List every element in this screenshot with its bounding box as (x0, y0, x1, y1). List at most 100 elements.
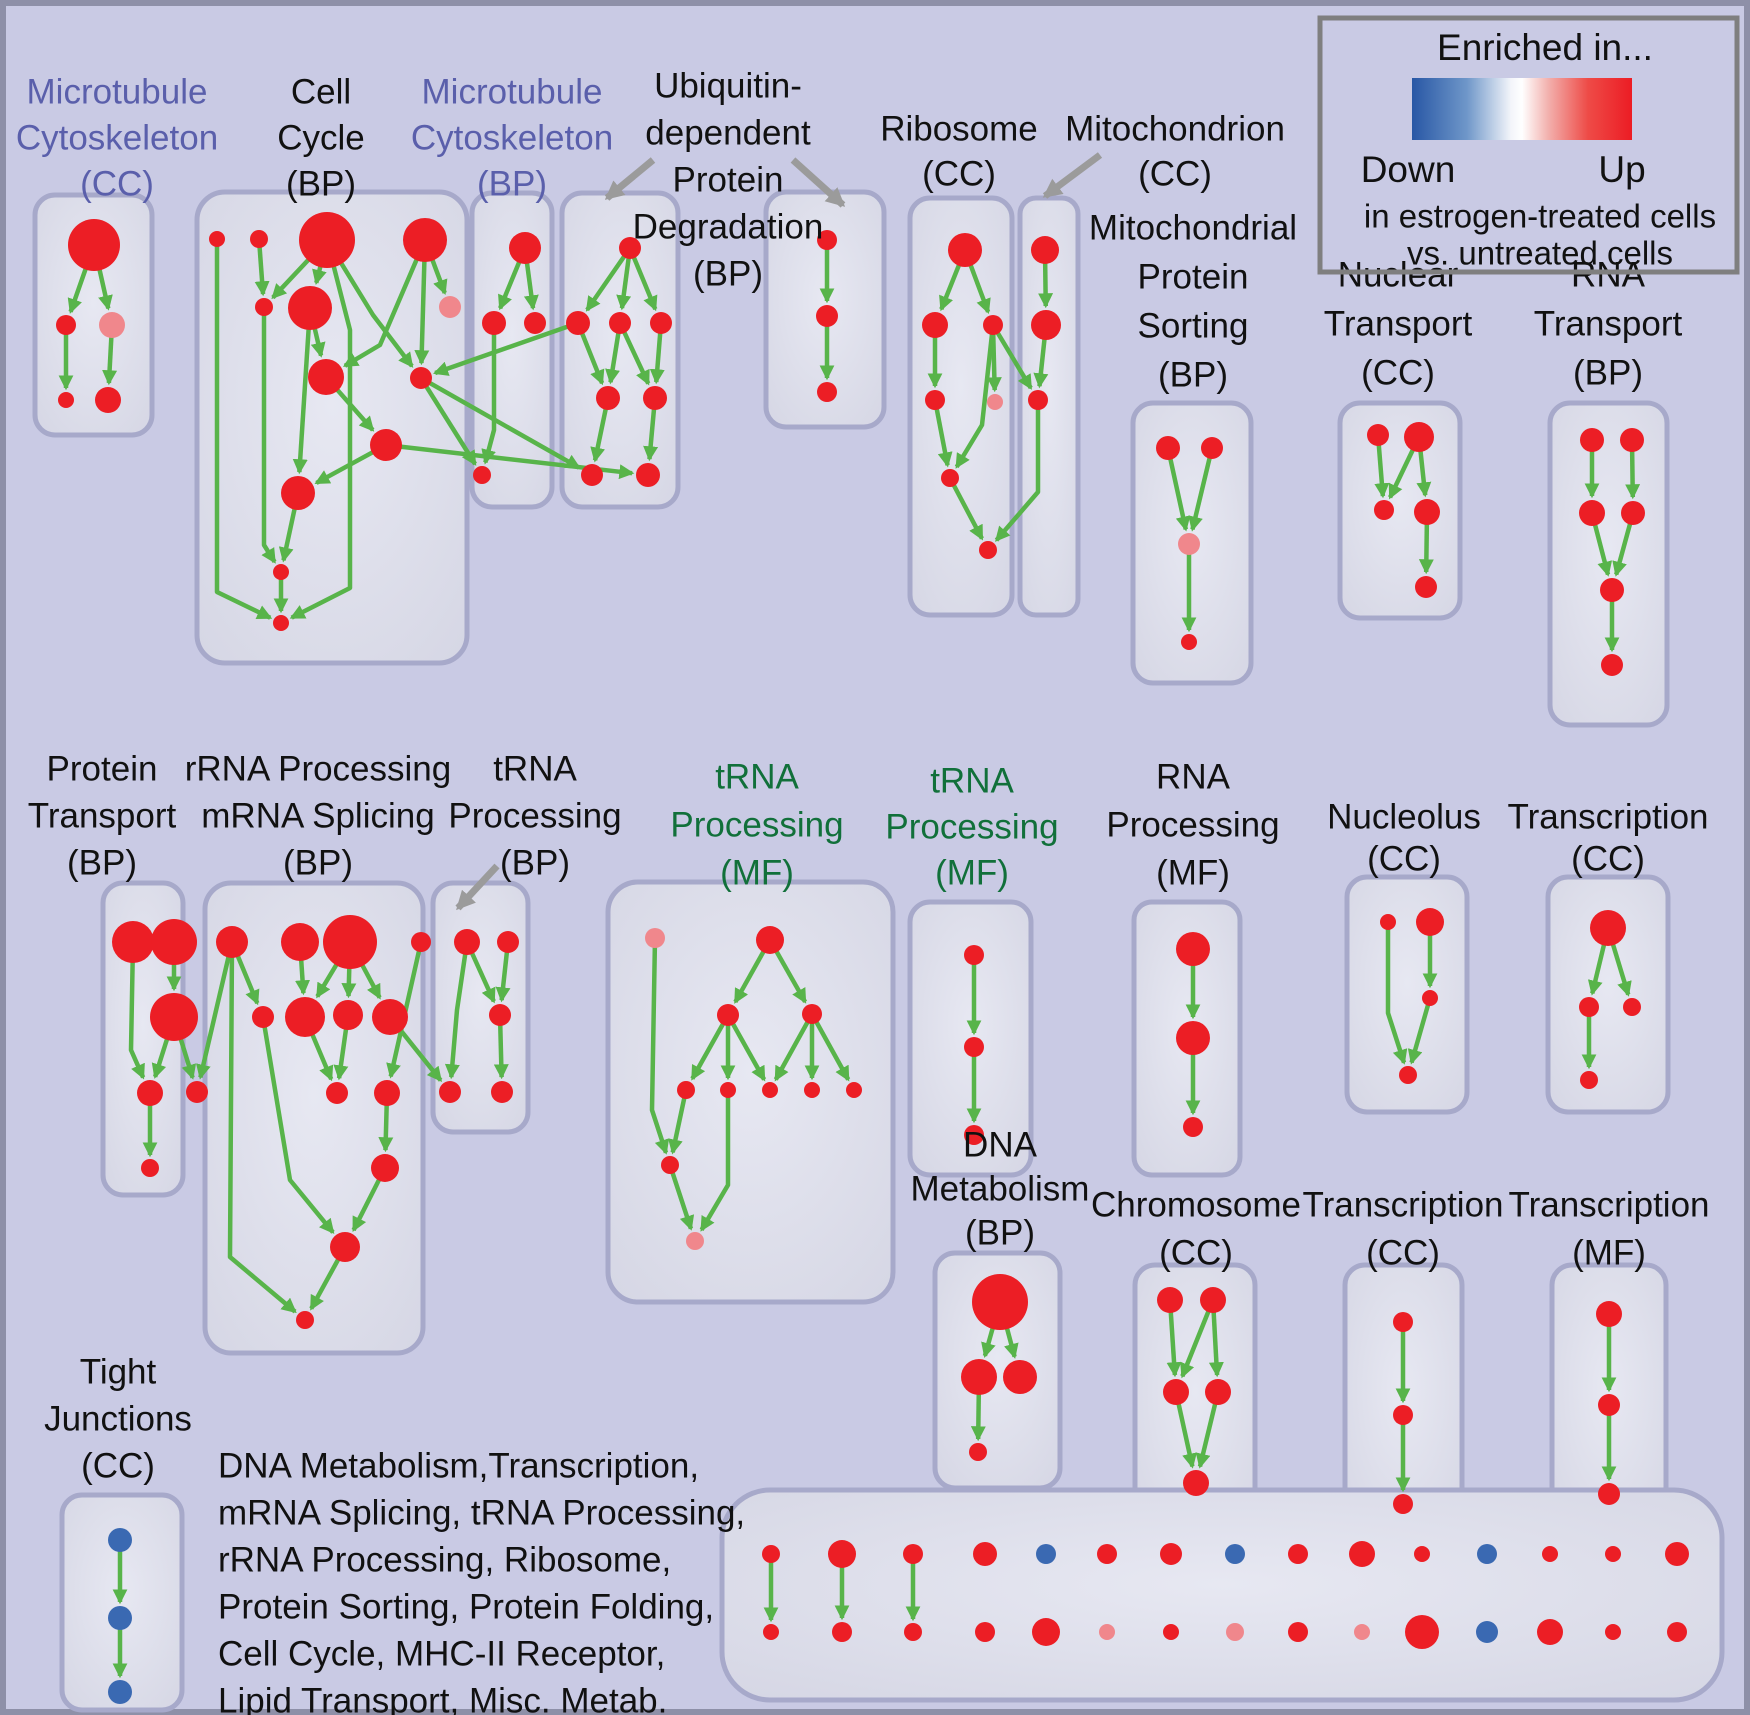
go-term-node-u7 (636, 463, 660, 487)
go-term-node-rt3 (323, 915, 377, 969)
cluster-box-misc-strip (719, 1487, 1725, 1703)
go-term-node-pt3 (150, 993, 198, 1041)
go-term-node-cc9 (370, 429, 402, 461)
go-term-node-q5 (1415, 576, 1437, 598)
edge-g3-g8 (810, 1012, 851, 1082)
go-term-node-rm3 (333, 1000, 363, 1030)
go-term-node-sb13 (1537, 1619, 1563, 1645)
go-term-node-sb12 (1476, 1621, 1498, 1643)
go-term-node-sb5 (1032, 1618, 1060, 1646)
go-term-node-rt4 (411, 932, 431, 952)
go-term-node-z3 (1598, 1483, 1620, 1505)
go-term-node-w4 (1621, 501, 1645, 525)
go-term-node-sa6 (1097, 1544, 1117, 1564)
cluster-label: Microtubule Cytoskeleton (BP) (411, 72, 613, 203)
go-term-node-u4 (596, 386, 620, 410)
cluster-label: Transcription (MF) (1509, 1185, 1710, 1272)
gray-pointer-arrow (790, 157, 846, 208)
go-term-node-q1 (1367, 424, 1389, 446)
cluster-box-nuclear-transport (1337, 400, 1463, 621)
cluster-label: Cell Cycle (BP) (277, 72, 365, 203)
go-term-node-p3 (1178, 533, 1200, 555)
edge-cc4-cc11 (261, 307, 277, 564)
edge-rb3-rb6 (954, 324, 996, 469)
edge-p2-p3 (1188, 447, 1215, 532)
go-term-node-sb11 (1405, 1615, 1439, 1649)
go-term-node-sa2 (828, 1540, 856, 1568)
go-term-node-g6 (762, 1082, 778, 1098)
go-term-node-sa1 (762, 1545, 780, 1563)
edge-rb3-mt3 (991, 323, 1033, 390)
go-term-node-st (186, 1081, 208, 1103)
cluster-label: RNA Transport (BP) (1534, 255, 1683, 392)
go-term-node-cc1 (250, 230, 268, 248)
legend-box (1317, 15, 1740, 275)
go-term-node-mt2 (1031, 310, 1061, 340)
cluster-label: Tight Junctions (CC) (44, 1352, 192, 1485)
go-term-node-ch4 (1205, 1379, 1231, 1405)
go-term-node-sb2 (832, 1622, 852, 1642)
go-term-node-tc2 (1579, 997, 1599, 1017)
go-term-node-u5 (643, 386, 667, 410)
go-term-node-y2 (1393, 1405, 1413, 1425)
go-term-node-g0 (645, 928, 665, 948)
go-term-node-sa5 (1036, 1544, 1056, 1564)
edge-g2-g6 (726, 1013, 767, 1082)
go-term-node-u1 (566, 311, 590, 335)
go-term-node-w5 (1600, 578, 1624, 602)
go-term-node-rl1 (326, 1082, 348, 1104)
cluster-boxes (32, 189, 1725, 1713)
edge-rt1-rbm (227, 941, 297, 1314)
go-term-node-q2 (1404, 422, 1434, 452)
cluster-label: Mitochondrion (CC) (1065, 109, 1285, 193)
go-term-node-v1 (817, 230, 837, 250)
go-term-node-sa7 (1160, 1543, 1182, 1565)
go-term-node-z2 (1598, 1394, 1620, 1416)
cluster-label: DNA Metabolism (BP) (911, 1125, 1090, 1252)
go-term-node-rb1 (948, 233, 982, 267)
cluster-label: Transcription (CC) (1303, 1185, 1504, 1272)
go-term-node-g5 (720, 1082, 736, 1098)
go-term-node-rb3 (983, 315, 1003, 335)
go-term-node-cc2 (299, 212, 355, 268)
go-term-node-p1 (1156, 436, 1180, 460)
edge-g3-g6 (773, 1012, 814, 1082)
go-term-node-sb14 (1605, 1624, 1621, 1640)
go-term-node-pt2 (151, 919, 197, 965)
go-term-node-sa10 (1349, 1541, 1375, 1567)
go-term-node-cc3 (403, 218, 447, 262)
go-term-node-sa4 (973, 1542, 997, 1566)
go-term-node-p4 (1181, 634, 1197, 650)
go-term-node-u0 (619, 237, 641, 259)
cluster-label: RNA Processing (MF) (1106, 757, 1279, 892)
cluster-label: Chromosome (CC) (1091, 1185, 1301, 1272)
go-term-node-j1 (108, 1528, 132, 1552)
go-term-node-h3 (964, 1125, 984, 1145)
edge-g2-g4 (690, 1013, 730, 1081)
cluster-label: tRNA Processing (MF) (670, 757, 843, 892)
legend-title: Enriched in... (1437, 27, 1653, 68)
go-term-node-cc11 (273, 564, 289, 580)
go-term-node-sa9 (1288, 1544, 1308, 1564)
legend-down-label: Down (1361, 149, 1456, 190)
go-term-node-ch1 (1157, 1287, 1183, 1313)
cluster-box-tight-junctions (59, 1492, 185, 1713)
go-term-node-mt1 (1031, 236, 1059, 264)
edge-cc8-mb4 (419, 376, 477, 466)
go-term-node-w3 (1579, 500, 1605, 526)
go-term-node-mb1 (509, 232, 541, 264)
legend-subtitle-1: in estrogen-treated cells (1364, 198, 1716, 235)
go-term-node-j2 (108, 1606, 132, 1630)
go-term-node-rp (371, 1154, 399, 1182)
edge-g0-g9 (649, 937, 670, 1155)
gray-pointer-arrow (604, 157, 656, 201)
go-term-node-tl1 (439, 1081, 461, 1103)
go-term-node-sb8 (1226, 1623, 1244, 1641)
edge-cc5-cc10 (292, 307, 313, 475)
go-term-node-sb3 (904, 1623, 922, 1641)
go-term-node-p2 (1201, 437, 1223, 459)
edge-u0-u1 (585, 246, 632, 312)
go-term-node-pt5 (141, 1159, 159, 1177)
go-term-node-z1 (1596, 1301, 1622, 1327)
